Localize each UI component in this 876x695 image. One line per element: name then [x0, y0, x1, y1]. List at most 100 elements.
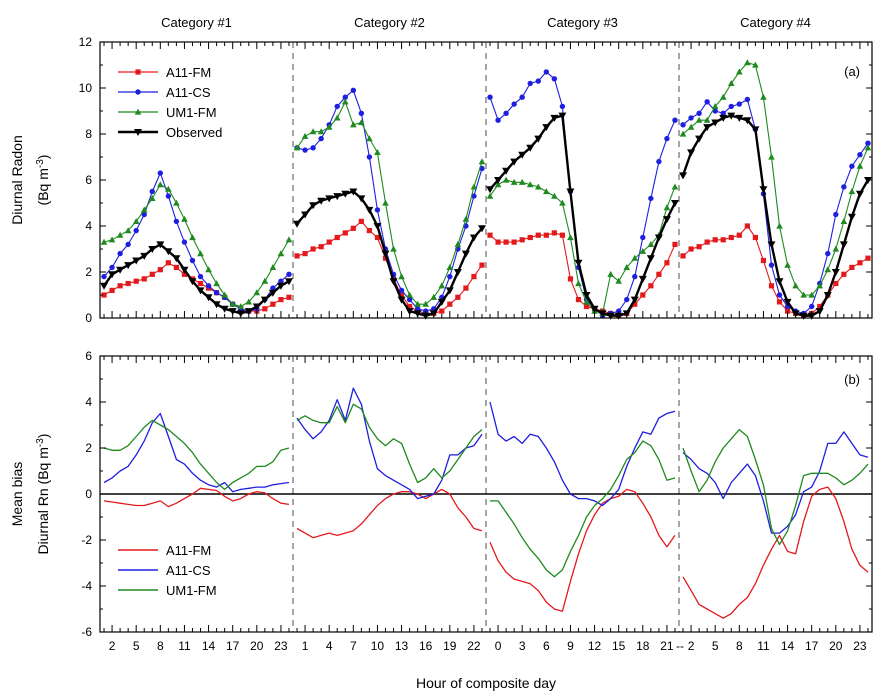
series-line-b-um1-fm — [103, 419, 290, 491]
x-tick-label: 17 — [226, 639, 240, 653]
panel-label-b: (b) — [844, 372, 860, 387]
legend-marker-a-a11-cs — [135, 89, 141, 95]
data-point-a-a11-cs — [776, 292, 783, 298]
data-point-a-um1-fm — [792, 282, 799, 289]
data-point-a-a11-fm — [463, 285, 469, 291]
data-point-a-observed — [638, 275, 647, 283]
legend-label-a-a11-fm: A11-FM — [166, 65, 211, 80]
data-point-a-a11-fm — [664, 260, 670, 266]
data-point-a-observed — [823, 292, 832, 299]
data-point-a-um1-fm — [647, 241, 655, 247]
data-point-a-um1-fm — [663, 204, 671, 211]
data-point-a-a11-cs — [672, 117, 678, 123]
data-point-a-um1-fm — [293, 144, 301, 151]
data-point-a-a11-fm — [197, 280, 204, 287]
data-point-a-um1-fm — [197, 250, 204, 257]
data-point-a-um1-fm — [140, 206, 148, 213]
data-point-a-a11-fm — [511, 239, 517, 245]
data-point-a-um1-fm — [309, 128, 317, 135]
data-point-a-observed — [727, 112, 736, 120]
y-tick-label-b: 6 — [85, 349, 92, 363]
y-axis-title-b-line1: Mean bias — [9, 462, 25, 527]
x-tick-label: 16 — [419, 639, 433, 653]
x-tick-label: -- — [676, 639, 684, 653]
series-line-b-a11-cs — [103, 412, 290, 493]
data-point-a-a11-fm — [632, 301, 638, 307]
data-point-a-um1-fm — [333, 114, 341, 121]
data-point-a-um1-fm — [285, 236, 293, 243]
data-point-a-a11-cs — [270, 285, 276, 291]
data-point-a-a11-cs — [865, 140, 871, 146]
data-point-a-a11-fm — [487, 232, 493, 238]
data-point-a-observed — [325, 195, 334, 203]
data-point-a-um1-fm — [430, 293, 438, 300]
legend-marker-a-a11-fm — [135, 69, 141, 75]
data-point-a-observed — [703, 124, 712, 132]
data-point-a-um1-fm — [840, 218, 848, 224]
data-point-a-observed — [526, 144, 535, 152]
series-line-b-a11-fm — [103, 487, 290, 508]
data-point-a-um1-fm — [639, 247, 647, 254]
x-tick-label: 22 — [467, 639, 481, 653]
data-point-a-um1-fm — [768, 153, 775, 160]
data-point-a-um1-fm — [414, 300, 421, 307]
data-point-a-a11-cs — [278, 278, 284, 284]
data-point-a-a11-fm — [720, 237, 726, 243]
data-point-a-a11-cs — [334, 103, 340, 110]
data-point-a-observed — [301, 211, 310, 219]
data-point-a-observed — [236, 310, 245, 318]
data-point-a-observed — [646, 255, 655, 263]
data-point-a-um1-fm — [832, 245, 840, 252]
data-point-a-um1-fm — [422, 300, 429, 307]
data-point-a-a11-cs — [125, 241, 131, 248]
x-tick-label: 20 — [250, 639, 264, 653]
data-point-a-a11-cs — [543, 69, 550, 75]
data-point-a-a11-cs — [471, 193, 477, 199]
data-point-a-a11-fm — [535, 232, 541, 238]
data-point-a-a11-cs — [165, 193, 172, 199]
data-point-a-a11-cs — [841, 184, 847, 190]
data-point-a-observed — [357, 195, 366, 203]
data-point-a-um1-fm — [382, 199, 389, 206]
data-point-a-a11-fm — [262, 306, 268, 312]
x-tick-label: 5 — [712, 639, 719, 653]
data-point-a-um1-fm — [727, 80, 735, 86]
data-point-a-observed — [220, 305, 229, 313]
data-point-a-a11-fm — [567, 276, 574, 282]
legend-label-b-um1-fm: UM1-FM — [166, 583, 217, 598]
data-point-a-a11-cs — [624, 296, 630, 303]
category-label-1: Category #1 — [161, 15, 232, 30]
data-point-a-a11-fm — [551, 230, 557, 236]
data-point-a-a11-fm — [527, 234, 533, 241]
series-line-a-a11-cs — [103, 172, 290, 312]
data-point-a-um1-fm — [848, 188, 856, 195]
data-point-a-um1-fm — [157, 181, 164, 188]
data-point-a-um1-fm — [679, 130, 687, 137]
data-point-a-a11-cs — [157, 170, 164, 176]
data-point-a-um1-fm — [808, 291, 815, 298]
data-point-a-a11-cs — [720, 110, 726, 117]
series-line-b-a11-cs — [296, 387, 483, 500]
data-point-a-a11-fm — [744, 223, 750, 229]
data-point-a-a11-fm — [133, 278, 139, 284]
series-line-a-observed — [103, 243, 290, 315]
data-point-a-um1-fm — [719, 93, 727, 100]
data-point-a-um1-fm — [760, 93, 767, 100]
data-point-a-observed — [116, 266, 125, 274]
data-point-a-a11-cs — [664, 135, 670, 142]
data-point-a-um1-fm — [454, 241, 462, 247]
data-point-a-um1-fm — [526, 181, 534, 188]
data-point-a-um1-fm — [607, 270, 614, 277]
series-line-b-um1-fm — [682, 428, 869, 546]
data-point-a-a11-cs — [189, 257, 196, 264]
data-point-a-um1-fm — [237, 303, 245, 310]
data-point-a-a11-fm — [125, 280, 131, 287]
data-point-a-a11-fm — [318, 244, 324, 250]
x-tick-label: 21 — [660, 639, 674, 653]
data-point-a-a11-cs — [503, 110, 509, 117]
data-point-a-a11-cs — [109, 264, 115, 271]
data-point-a-um1-fm — [221, 291, 228, 298]
data-point-a-a11-cs — [149, 188, 155, 195]
data-point-a-a11-fm — [575, 297, 582, 303]
